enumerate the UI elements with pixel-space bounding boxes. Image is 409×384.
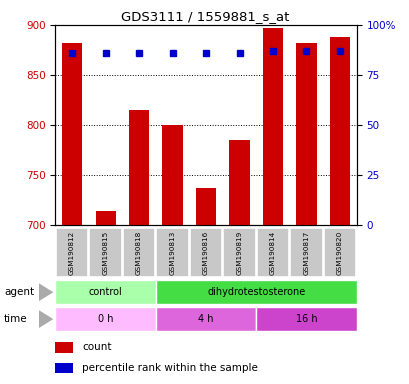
Text: GSM190814: GSM190814 [270,230,275,275]
Bar [262,28,282,384]
Bar [223,228,255,277]
Bar [62,43,82,384]
Bar [129,110,149,384]
Text: 4 h: 4 h [198,314,213,324]
Text: time: time [4,314,28,324]
Text: dihydrotestosterone: dihydrotestosterone [207,287,305,297]
Bar [56,228,88,277]
Text: percentile rank within the sample: percentile rank within the sample [82,363,258,373]
Bar [155,280,356,304]
Bar [196,188,216,384]
Bar [229,140,249,384]
Text: GSM190819: GSM190819 [236,230,242,275]
Bar [290,228,322,277]
Bar [55,363,73,373]
Bar [89,228,121,277]
Text: 0 h: 0 h [98,314,113,324]
Text: GSM190816: GSM190816 [202,230,209,275]
Text: GDS3111 / 1559881_s_at: GDS3111 / 1559881_s_at [121,10,288,23]
Bar [296,43,316,384]
Bar [162,125,182,384]
Polygon shape [39,283,53,301]
Bar [189,228,222,277]
Bar [55,280,155,304]
Bar [123,228,155,277]
Text: GSM190815: GSM190815 [102,230,108,275]
Bar [155,307,256,331]
Text: GSM190818: GSM190818 [136,230,142,275]
Bar [55,343,73,353]
Bar [95,211,115,384]
Text: GSM190813: GSM190813 [169,230,175,275]
Text: GSM190820: GSM190820 [336,230,342,275]
Bar [329,37,349,384]
Bar [256,228,288,277]
Text: GSM190817: GSM190817 [303,230,309,275]
Bar [156,228,188,277]
Text: control: control [88,287,122,297]
Bar [55,307,155,331]
Text: 16 h: 16 h [295,314,317,324]
Bar [323,228,355,277]
Bar [256,307,356,331]
Text: agent: agent [4,287,34,297]
Text: count: count [82,343,112,353]
Text: GSM190812: GSM190812 [69,230,75,275]
Polygon shape [39,310,53,328]
